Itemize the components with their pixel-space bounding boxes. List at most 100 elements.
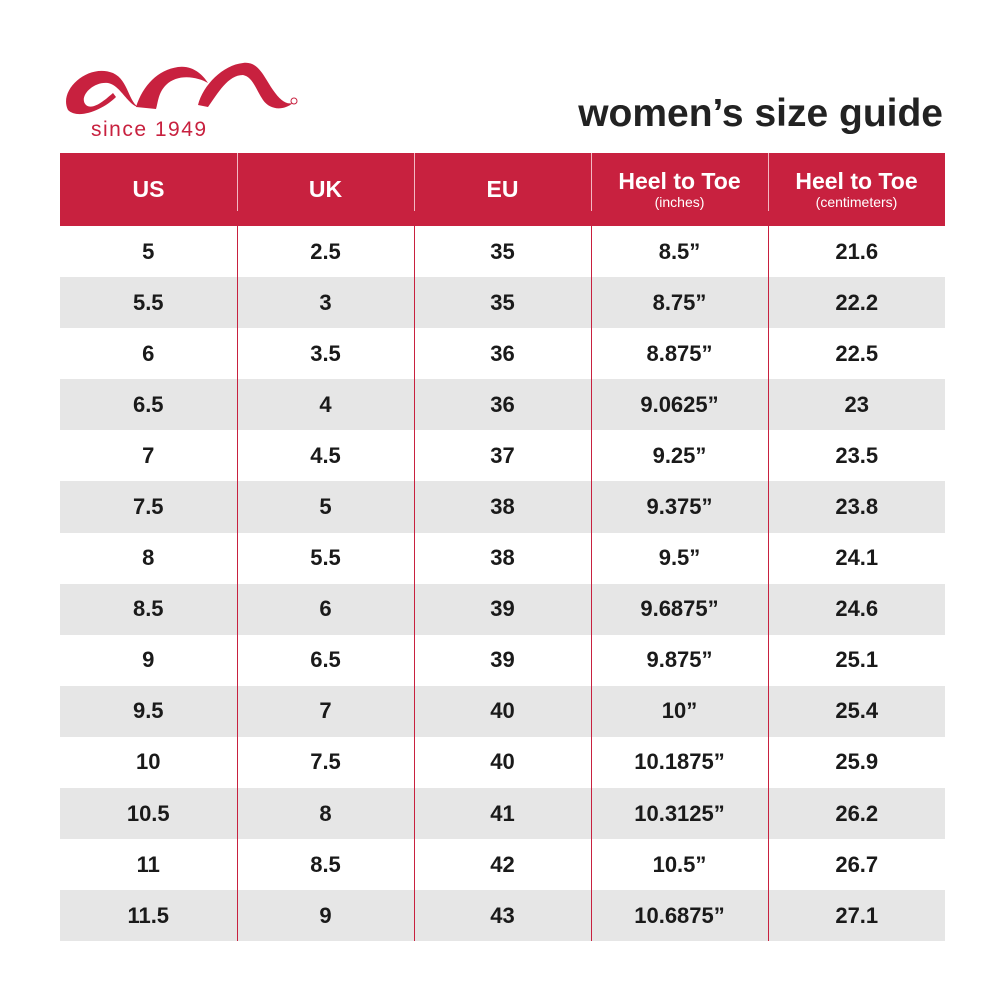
- table-row: 10 7.5 40 10.1875” 25.9: [60, 736, 945, 789]
- table-row: 8 5.5 38 9.5” 24.1: [60, 532, 945, 584]
- table-cell: 22.2: [767, 277, 945, 329]
- table-row: 11.5 9 43 10.6875” 27.1: [60, 890, 945, 942]
- table-cell: 8.75”: [590, 277, 768, 329]
- table-cell: 8.875”: [590, 328, 768, 380]
- table-row: 7.5 5 38 9.375” 23.8: [60, 481, 945, 533]
- table-cell: 24.6: [767, 583, 945, 635]
- table-cell: 9.25”: [590, 430, 768, 482]
- table-cell: 22.5: [767, 328, 945, 380]
- table-cell: 38: [413, 532, 591, 584]
- table-cell: 41: [413, 788, 591, 840]
- table-cell: 25.4: [767, 685, 945, 737]
- table-cell: 5.5: [236, 532, 414, 584]
- logo-tagline: since 1949: [91, 118, 208, 141]
- table-cell: 5: [236, 481, 414, 533]
- table-row: 6 3.5 36 8.875” 22.5: [60, 328, 945, 380]
- table-cell: 35: [413, 277, 591, 329]
- column-header: Heel to Toe (centimeters): [768, 153, 945, 226]
- table-cell: 5: [142, 238, 155, 264]
- table-cell: 6: [142, 340, 155, 366]
- column-header: Heel to Toe (inches): [591, 153, 768, 226]
- table-cell: 6: [236, 583, 414, 635]
- table-cell: 24.1: [767, 532, 945, 584]
- table-cell: 5.5: [60, 277, 237, 329]
- table-cell: 10”: [590, 685, 768, 737]
- header-label: US: [132, 176, 165, 202]
- header-label: Heel to Toe: [795, 168, 918, 194]
- table-cell: 9.5: [60, 685, 237, 737]
- table-cell: 39: [413, 583, 591, 635]
- table-cell: 11.5: [60, 890, 237, 942]
- table-cell: 10.5”: [590, 839, 768, 891]
- table-cell: 3: [236, 277, 414, 329]
- table-cell: 10.5: [60, 788, 237, 840]
- table-cell: 42: [413, 839, 591, 891]
- table-cell: 4: [236, 379, 414, 431]
- table-cell: 6.5: [236, 634, 414, 686]
- table-cell: 7: [142, 442, 155, 468]
- table-cell: 9: [236, 890, 414, 942]
- table-row: 5 2.5 35 8.5” 21.6: [60, 226, 945, 278]
- table-cell: 36: [413, 379, 591, 431]
- table-cell: 9.5”: [590, 532, 768, 584]
- table-cell: 25.1: [767, 634, 945, 686]
- header-label: EU: [486, 176, 519, 202]
- table-cell: 8.5”: [590, 226, 768, 278]
- table-row: 11 8.5 42 10.5” 26.7: [60, 839, 945, 891]
- table-cell: 40: [413, 685, 591, 737]
- table-cell: 8: [236, 788, 414, 840]
- table-cell: 3.5: [236, 328, 414, 380]
- ara-logo: [66, 62, 298, 115]
- table-cell: 8: [142, 545, 155, 571]
- table-cell: 2.5: [236, 226, 414, 278]
- table-row: 9 6.5 39 9.875” 25.1: [60, 634, 945, 686]
- table-cell: 27.1: [767, 890, 945, 942]
- table-cell: 9.875”: [590, 634, 768, 686]
- table-cell: 7: [236, 685, 414, 737]
- size-table: US UK EU Heel to Toe (inches) Heel to Toe (cen…: [60, 153, 945, 942]
- column-header: EU: [414, 153, 591, 226]
- table-cell: 38: [413, 481, 591, 533]
- table-cell: 23.5: [767, 430, 945, 482]
- table-cell: 9.375”: [590, 481, 768, 533]
- header-unit: (centimeters): [815, 194, 898, 210]
- table-cell: 35: [413, 226, 591, 278]
- table-row: 5.5 3 35 8.75” 22.2: [60, 277, 945, 329]
- table-cell: 11: [136, 851, 160, 877]
- table-cell: 40: [413, 736, 591, 789]
- table-cell: 23.8: [767, 481, 945, 533]
- header-label: UK: [308, 176, 343, 202]
- table-cell: 7.5: [236, 736, 414, 789]
- table-cell: 25.9: [767, 736, 945, 789]
- table-row: 9.5 7 40 10” 25.4: [60, 685, 945, 737]
- table-cell: 9.6875”: [590, 583, 768, 635]
- table-cell: 26.7: [767, 839, 945, 891]
- table-cell: 21.6: [767, 226, 945, 278]
- page-title: women’s size guide: [578, 92, 943, 135]
- table-cell: 8.5: [60, 583, 237, 635]
- column-header: UK: [237, 153, 414, 226]
- table-cell: 10.3125”: [590, 788, 768, 840]
- table-row: 8.5 6 39 9.6875” 24.6: [60, 583, 945, 635]
- table-cell: 39: [413, 634, 591, 686]
- table-cell: 4.5: [236, 430, 414, 482]
- table-cell: 6.5: [60, 379, 237, 431]
- table-row: 6.5 4 36 9.0625” 23: [60, 379, 945, 431]
- table-cell: 10: [136, 749, 161, 775]
- table-row: 7 4.5 37 9.25” 23.5: [60, 430, 945, 482]
- table-cell: 10.6875”: [590, 890, 768, 942]
- table-cell: 23: [767, 379, 945, 431]
- table-cell: 10.1875”: [590, 736, 768, 789]
- header-unit: (inches): [654, 194, 705, 210]
- header-label: Heel to Toe: [618, 168, 741, 194]
- table-cell: 7.5: [60, 481, 237, 533]
- table-cell: 26.2: [767, 788, 945, 840]
- table-cell: 9: [142, 647, 155, 673]
- table-row: 10.5 8 41 10.3125” 26.2: [60, 788, 945, 840]
- column-header: US: [60, 153, 237, 226]
- table-cell: 43: [413, 890, 591, 942]
- table-cell: 37: [413, 430, 591, 482]
- table-cell: 8.5: [236, 839, 414, 891]
- table-cell: 9.0625”: [590, 379, 768, 431]
- table-cell: 36: [413, 328, 591, 380]
